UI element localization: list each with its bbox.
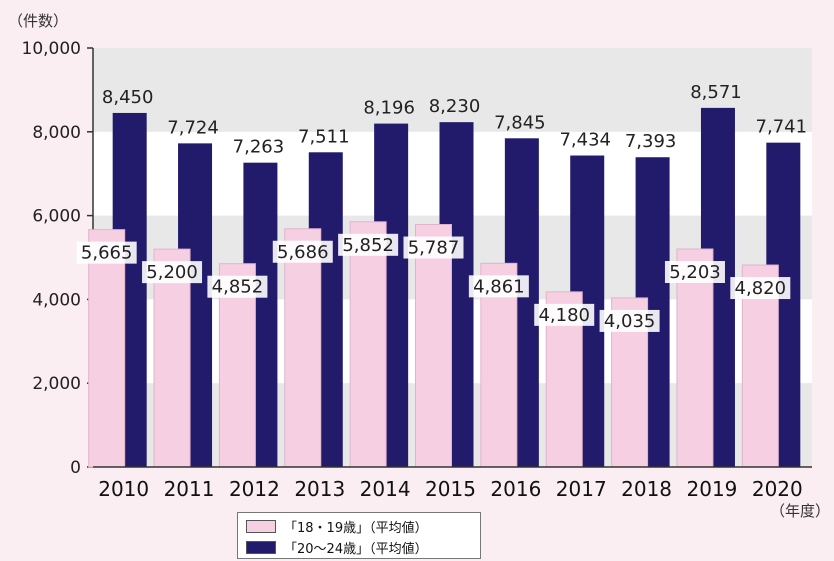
bar-18-19 [88, 229, 126, 468]
y-tick-label: 4,000 [32, 290, 81, 310]
data-label-18-19: 5,686 [277, 242, 329, 263]
data-label-18-19: 4,820 [735, 278, 787, 299]
data-label-18-19: 4,035 [604, 311, 656, 332]
data-label-bg [76, 241, 137, 264]
data-label-20-24: 7,724 [167, 117, 219, 138]
data-label-bg [664, 260, 725, 283]
data-label-bg [338, 233, 399, 256]
y-tick-label: 2,000 [32, 374, 81, 394]
x-tick-label: 2016 [490, 477, 541, 501]
data-label-18-19: 5,852 [342, 235, 394, 256]
x-tick-label: 2017 [556, 477, 607, 501]
legend-swatch-20-24 [246, 540, 276, 554]
legend-label-20-24: 「20～24歳」（平均値） [284, 541, 428, 557]
x-tick-label: 2020 [752, 477, 803, 501]
x-tick-label: 2015 [425, 477, 476, 501]
data-label-18-19: 4,852 [212, 277, 264, 298]
y-unit-label: （件数） [8, 12, 68, 30]
bar-18-19 [349, 221, 387, 468]
data-label-bg [142, 261, 203, 284]
data-label-bg [468, 275, 529, 298]
x-tick-label: 2013 [294, 477, 345, 501]
y-tick-label: 6,000 [32, 207, 81, 227]
legend-item-18-19: 「18・19歳」（平均値） [246, 516, 428, 536]
data-label-18-19: 5,203 [669, 262, 721, 283]
data-label-20-24: 7,511 [298, 126, 350, 147]
data-label-18-19: 5,200 [146, 262, 198, 283]
bar-18-19 [415, 224, 452, 468]
data-label-18-19: 5,787 [408, 238, 460, 259]
data-labels: 8,450 5,665 7,724 5,200 7,263 4,852 7,511 5,686… [76, 82, 808, 332]
bar-18-19 [153, 248, 191, 468]
legend-label-18-19: 「18・19歳」（平均値） [284, 520, 428, 536]
data-label-18-19: 5,665 [81, 243, 133, 264]
y-axis: 0 2,000 4,000 6,000 8,000 10,000 [22, 39, 94, 478]
legend: 「18・19歳」（平均値） 「20～24歳」（平均値） [237, 512, 481, 559]
x-tick-label: 2019 [687, 477, 738, 501]
data-label-20-24: 8,196 [363, 98, 415, 119]
bar-18-19 [676, 248, 714, 468]
x-tick-label: 2014 [360, 477, 411, 501]
data-label-bg [730, 277, 791, 300]
data-label-20-24: 8,450 [102, 87, 154, 108]
legend-item-20-24: 「20～24歳」（平均値） [246, 537, 428, 557]
x-axis: 2010 2011 2012 2013 2014 2015 2016 2017 2018 2019… [93, 466, 812, 501]
data-label-bg [403, 236, 464, 259]
data-label-bg [534, 303, 595, 326]
data-label-18-19: 4,180 [538, 305, 590, 326]
bar-18-19 [284, 228, 322, 468]
y-tick-label: 8,000 [32, 123, 81, 143]
y-tick-label: 0 [70, 458, 81, 478]
data-label-20-24: 7,263 [233, 137, 285, 158]
data-label-20-24: 8,571 [690, 82, 742, 103]
data-label-18-19: 4,861 [473, 276, 525, 297]
x-unit-label: （年度） [770, 502, 830, 520]
data-label-20-24: 8,230 [429, 96, 481, 117]
data-label-20-24: 7,845 [494, 112, 546, 133]
data-label-20-24: 7,741 [756, 117, 808, 138]
data-label-bg [599, 309, 660, 332]
data-label-bg [207, 275, 268, 298]
legend-swatch-18-19 [246, 519, 276, 533]
x-tick-label: 2010 [98, 477, 149, 501]
data-label-20-24: 7,434 [559, 130, 611, 151]
x-tick-label: 2018 [621, 477, 672, 501]
data-label-bg [272, 240, 333, 263]
x-tick-label: 2011 [164, 477, 215, 501]
data-label-20-24: 7,393 [625, 131, 677, 152]
grid-band [93, 48, 812, 132]
y-tick-label: 10,000 [22, 39, 81, 59]
x-tick-label: 2012 [229, 477, 280, 501]
